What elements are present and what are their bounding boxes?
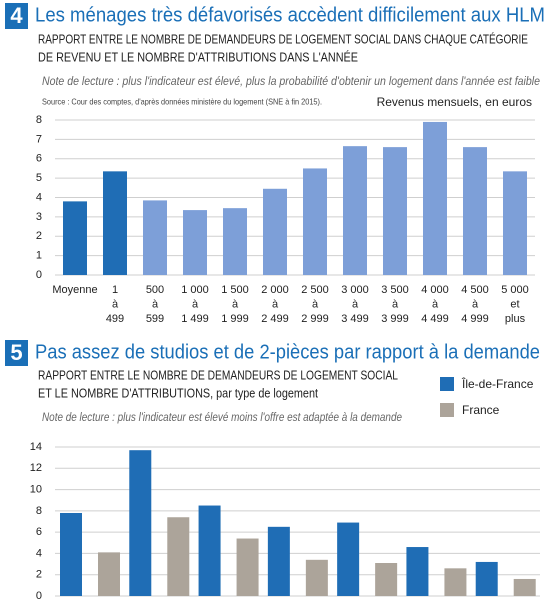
bar — [183, 210, 207, 275]
bar — [375, 563, 398, 596]
legend-label: France — [462, 403, 500, 417]
bar — [475, 561, 498, 596]
subtitle: DE REVENU ET LE NOMBRE D'ATTRIBUTIONS DA… — [38, 49, 358, 64]
x-tick-label: à — [392, 298, 399, 310]
x-tick-label: à — [272, 298, 279, 310]
source: Source : Cour des comptes, d'après donné… — [42, 96, 322, 106]
bar — [263, 188, 287, 275]
x-tick-label: 1 499 — [181, 313, 209, 325]
x-tick-label: à — [352, 298, 359, 310]
y-tick-label: 2 — [36, 230, 42, 242]
bar — [267, 526, 290, 596]
x-tick-label: 3 499 — [341, 313, 369, 325]
x-tick-label: à — [152, 298, 159, 310]
bar — [98, 552, 120, 596]
x-tick-label: 500 — [146, 284, 164, 296]
y-tick-label: 6 — [36, 153, 42, 165]
bar — [444, 568, 467, 596]
bar — [60, 512, 82, 596]
y-tick-label: 7 — [36, 133, 42, 145]
x-tick-label: à — [312, 298, 319, 310]
x-tick-label: 599 — [146, 313, 164, 325]
bar — [198, 505, 221, 596]
x-tick-label: 1 — [112, 284, 118, 296]
bar — [167, 517, 190, 596]
y-tick-label: 0 — [36, 269, 42, 281]
bar — [337, 522, 360, 596]
x-tick-label: plus — [505, 313, 526, 325]
subtitle: RAPPORT ENTRE LE NOMBRE DE DEMANDEURS DE… — [38, 31, 528, 46]
bar — [513, 578, 536, 596]
bar — [423, 121, 447, 275]
subtitle: RAPPORT ENTRE LE NOMBRE DE DEMANDEURS DE… — [38, 368, 398, 382]
x-tick-label: 4 499 — [421, 313, 449, 325]
y-tick-label: 14 — [30, 441, 42, 453]
y-tick-label: 5 — [36, 172, 42, 184]
legend-label: Île-de-France — [461, 376, 534, 391]
y-tick-label: 10 — [30, 483, 42, 495]
chart-title: Pas assez de studios et de 2-pièces par … — [35, 341, 540, 363]
bar — [129, 450, 152, 596]
x-tick-label: à — [232, 298, 239, 310]
x-tick-label: 2 000 — [261, 284, 289, 296]
bar — [223, 208, 247, 275]
y-tick-label: 3 — [36, 211, 42, 223]
axis-label: Revenus mensuels, en euros — [377, 95, 532, 109]
bar — [103, 171, 127, 275]
x-tick-label: 4 500 — [461, 284, 489, 296]
bar — [503, 171, 527, 275]
x-tick-label: à — [192, 298, 199, 310]
bar — [406, 547, 429, 596]
section-number: 5 — [10, 340, 22, 365]
y-tick-label: 1 — [36, 250, 42, 262]
note: Note de lecture : plus l'indicateur est … — [42, 412, 402, 424]
x-tick-label: 1 500 — [221, 284, 249, 296]
bar — [383, 147, 407, 275]
x-tick-label: et — [510, 298, 519, 310]
note: Note de lecture : plus l'indicateur est … — [42, 76, 540, 88]
section-badge — [5, 340, 28, 366]
x-tick-label: 2 999 — [301, 313, 329, 325]
bar — [63, 201, 87, 275]
x-tick-label: à — [112, 298, 119, 310]
bar — [305, 559, 328, 596]
legend-swatch — [440, 403, 454, 417]
bar — [143, 200, 167, 275]
x-tick-label: 4 999 — [461, 313, 489, 325]
y-tick-label: 2 — [36, 569, 42, 581]
subtitle: ET LE NOMBRE D'ATTRIBUTIONS, par type de… — [38, 386, 318, 400]
x-tick-label: 4 000 — [421, 284, 449, 296]
y-tick-label: 8 — [36, 114, 42, 126]
x-tick-label: Moyenne — [52, 284, 97, 296]
y-tick-label: 0 — [36, 590, 42, 599]
section-number: 4 — [10, 3, 23, 28]
bar — [303, 168, 327, 275]
x-tick-label: 2 500 — [301, 284, 329, 296]
x-tick-label: 1 999 — [221, 313, 249, 325]
x-tick-label: 5 000 — [501, 284, 529, 296]
y-tick-label: 4 — [36, 191, 42, 203]
x-tick-label: à — [472, 298, 479, 310]
x-tick-label: à — [432, 298, 439, 310]
chart-title: Les ménages très défavorisés accèdent di… — [35, 4, 545, 26]
legend-swatch — [440, 377, 454, 391]
y-tick-label: 8 — [36, 505, 42, 517]
x-tick-label: 3 999 — [381, 313, 409, 325]
bar — [343, 146, 367, 275]
y-tick-label: 6 — [36, 526, 42, 538]
section-badge — [5, 3, 28, 29]
x-tick-label: 2 499 — [261, 313, 289, 325]
x-tick-label: 3 500 — [381, 284, 409, 296]
x-tick-label: 3 000 — [341, 284, 369, 296]
bar — [236, 538, 259, 596]
bar — [463, 147, 487, 275]
x-tick-label: 1 000 — [181, 284, 209, 296]
y-tick-label: 12 — [30, 462, 42, 474]
y-tick-label: 4 — [36, 547, 42, 559]
x-tick-label: 499 — [106, 313, 124, 325]
